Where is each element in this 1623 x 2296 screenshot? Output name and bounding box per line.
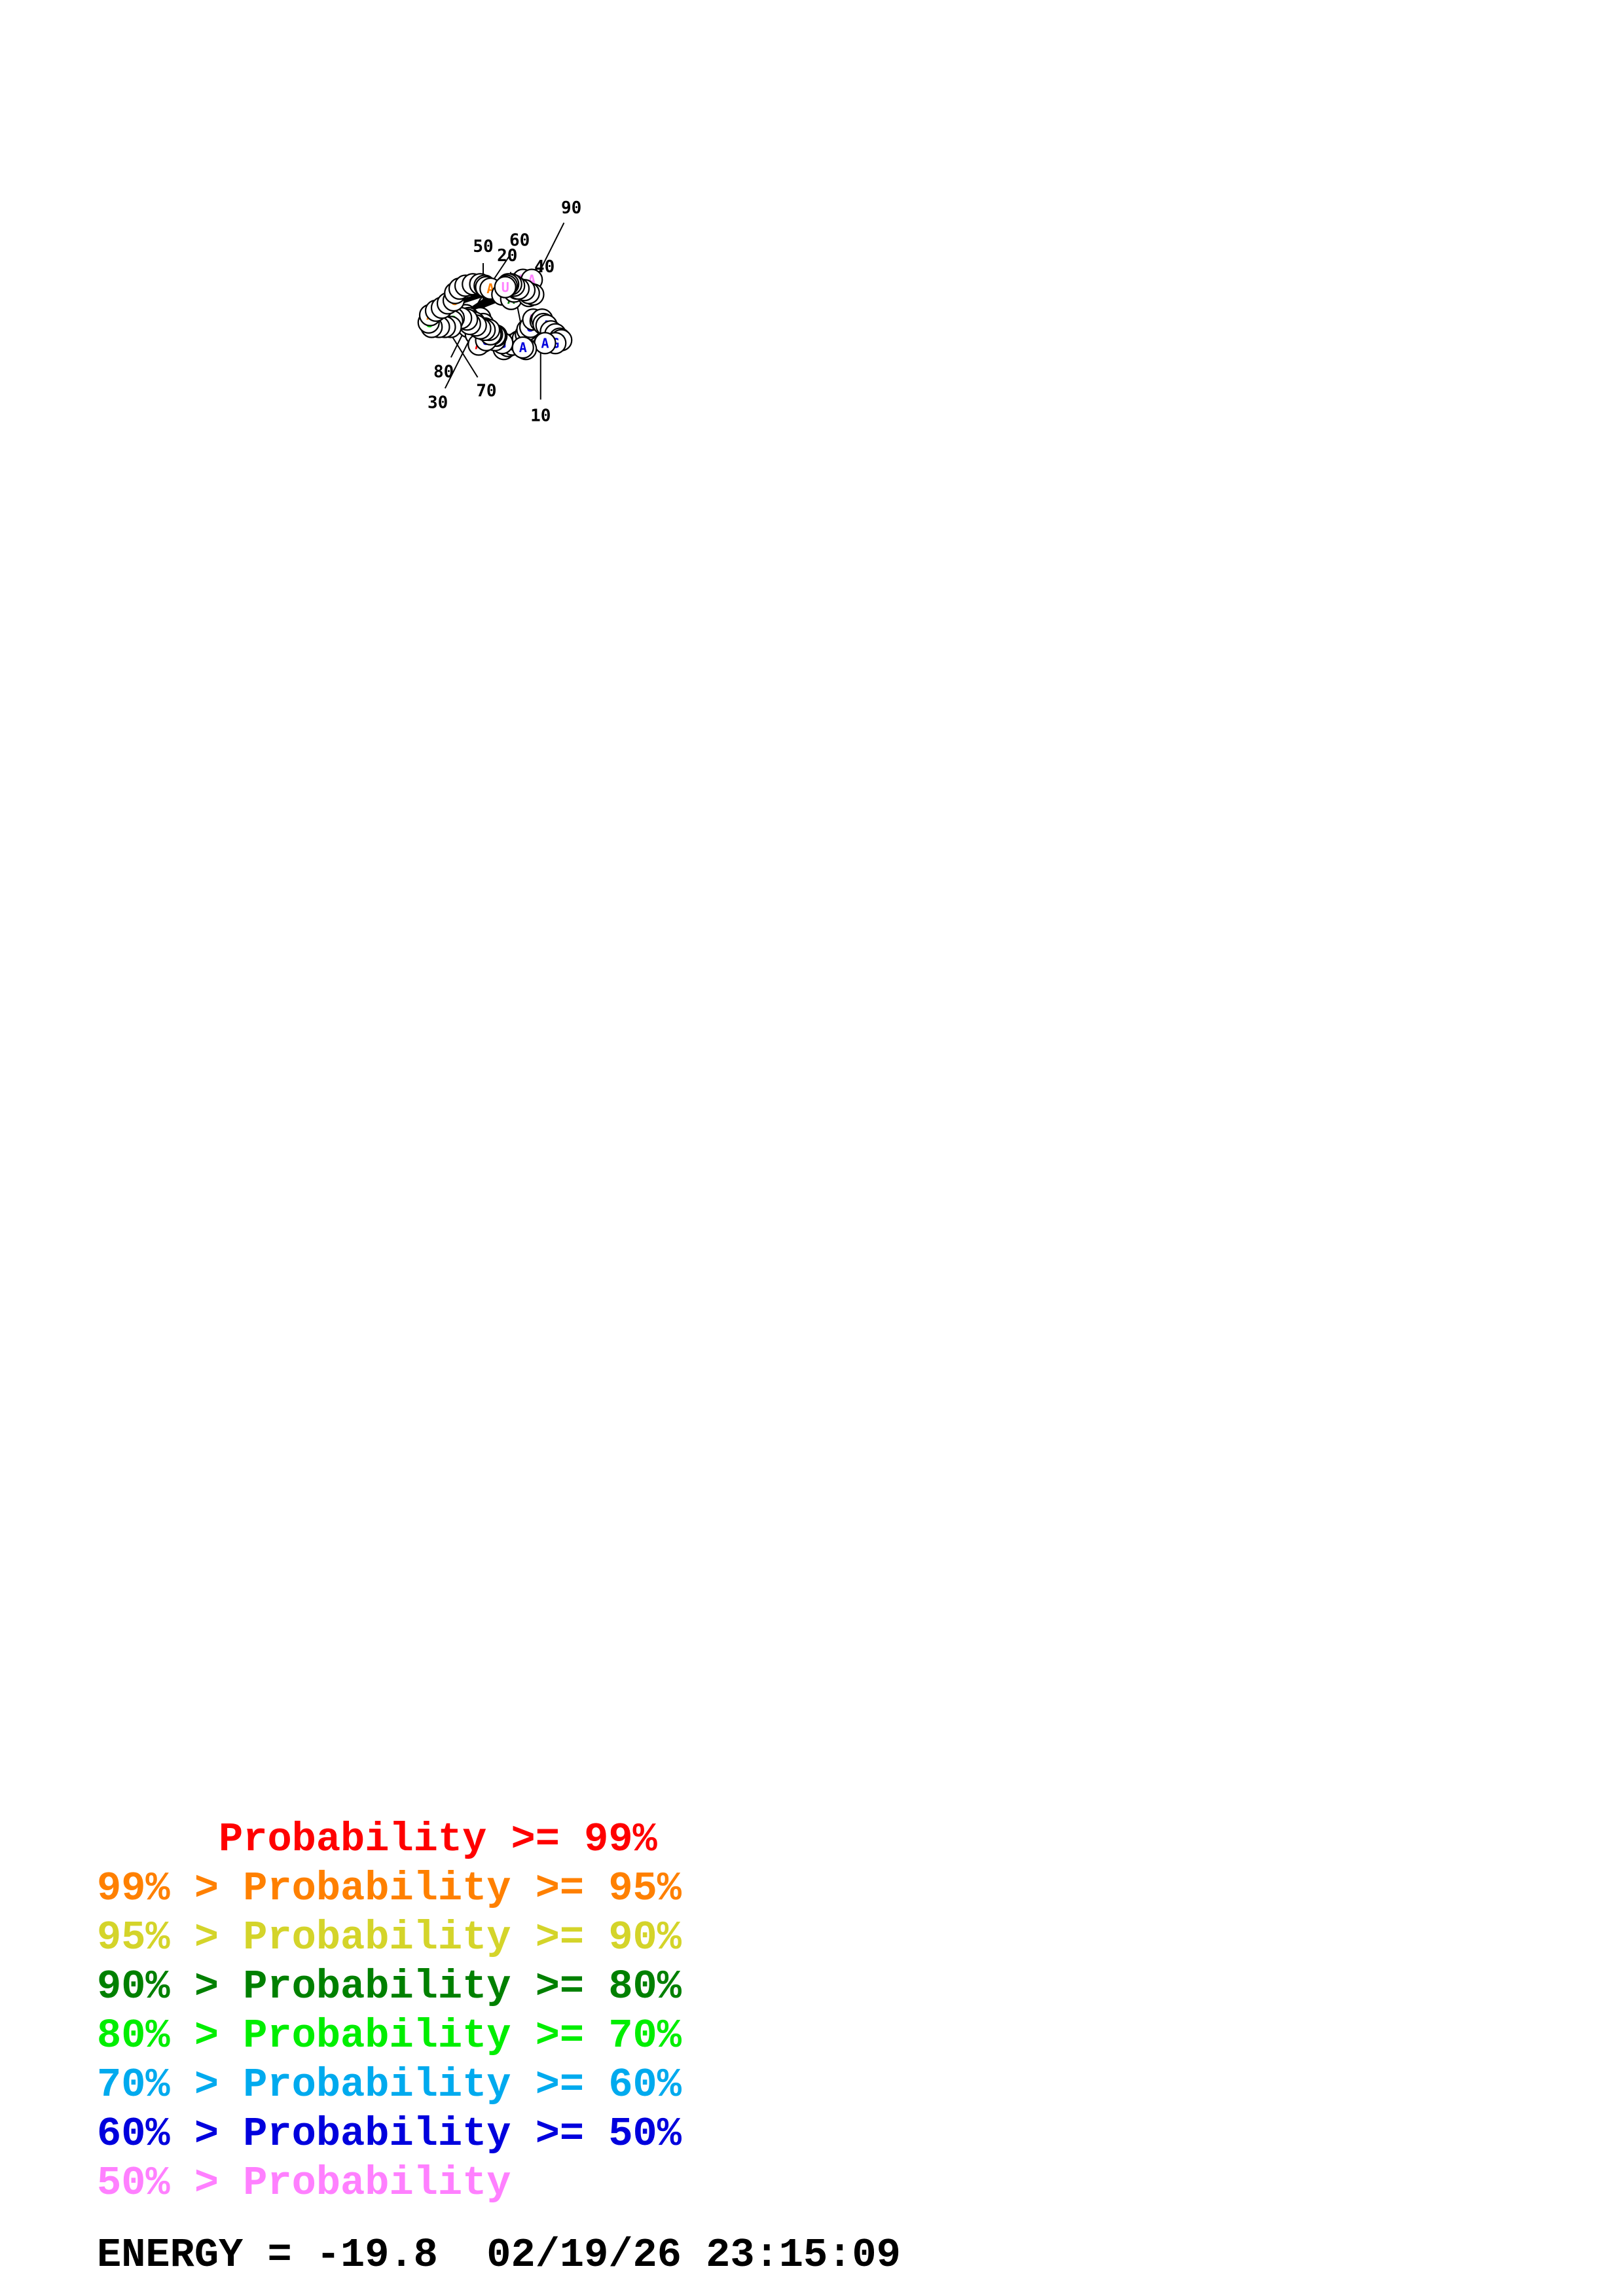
legend-row: 80% > Probability >= 70%	[97, 2013, 682, 2059]
energy-footer: ENERGY = -19.8 02/19/26 23:15:09	[97, 2232, 901, 2278]
position-label: 10	[530, 406, 551, 426]
position-label: 60	[509, 231, 530, 251]
legend-row: Probability >= 99%	[97, 1816, 657, 1863]
position-tick	[534, 222, 565, 282]
position-label: 70	[476, 382, 496, 401]
position-label: 50	[473, 237, 493, 257]
position-label: 80	[433, 362, 454, 382]
legend-row: 50% > Probability	[97, 2160, 511, 2206]
nucleotide-letter: U	[501, 279, 509, 295]
legend-row: 95% > Probability >= 90%	[97, 1914, 682, 1961]
nucleotide-circle	[494, 276, 517, 298]
nucleotide-layer: ACUUUUGUUGCAAAAUGGAUAGUCGAUGUUGGUUAAGGAG…	[417, 268, 573, 361]
nucleotide-letter: A	[541, 335, 549, 351]
legend-row: 99% > Probability >= 95%	[97, 1865, 682, 1912]
position-label: 30	[428, 393, 448, 413]
nucleotide: A	[534, 332, 556, 355]
legend-row: 70% > Probability >= 60%	[97, 2062, 682, 2108]
nucleotide-letter: A	[519, 340, 527, 355]
legend-row: 60% > Probability >= 50%	[97, 2111, 682, 2157]
position-label: 90	[561, 198, 581, 218]
position-label: 20	[497, 246, 517, 266]
nucleotide: U	[494, 276, 517, 298]
nucleotide: A	[511, 336, 534, 359]
legend-row: 90% > Probability >= 80%	[97, 1964, 682, 2010]
